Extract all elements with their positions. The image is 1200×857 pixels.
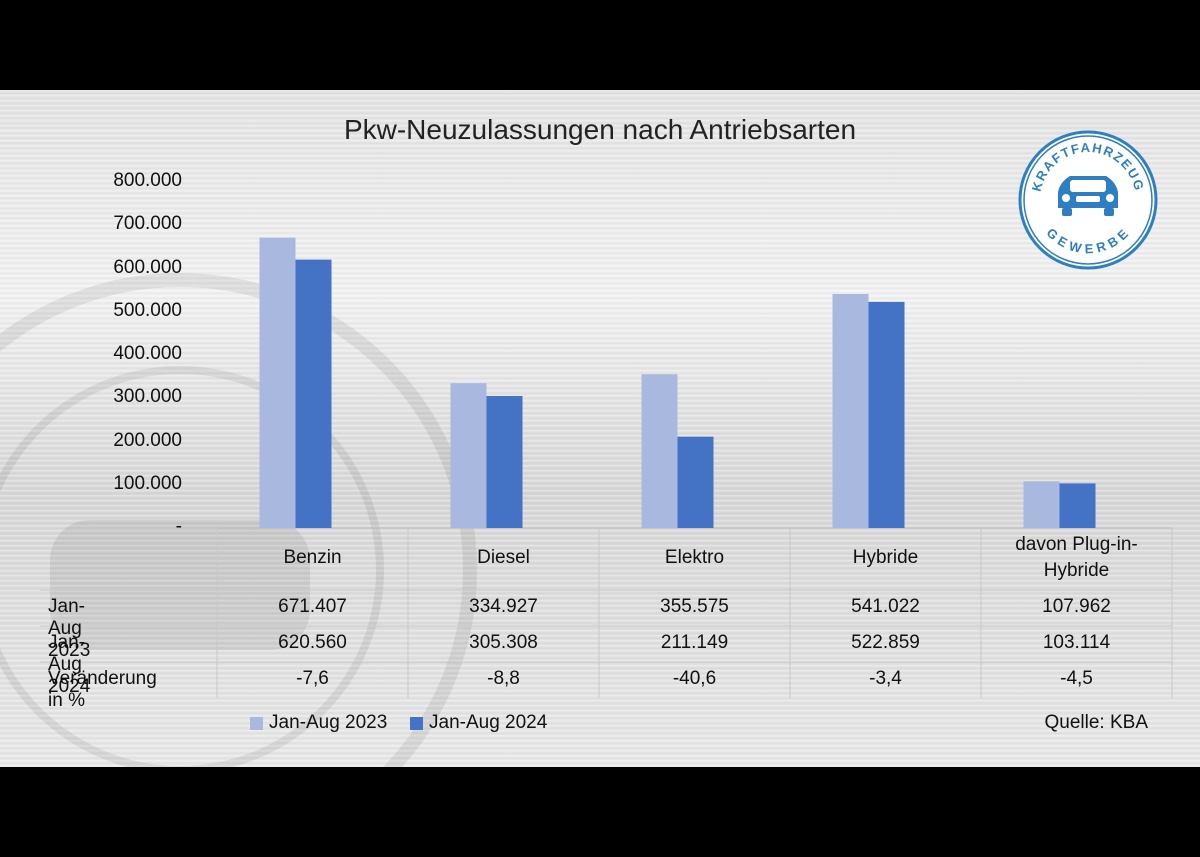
bar-davon-plug-in-hybride-jan-aug-2023 [1023, 481, 1060, 528]
bar-chart [40, 237, 1173, 698]
table-value: 522.859 [851, 632, 920, 653]
y-tick-label: 200.000 [113, 429, 182, 451]
change-value: -3,4 [869, 668, 902, 689]
chart-panel: Pkw-Neuzulassungen nach Antriebsarten - 1… [0, 90, 1200, 767]
table-value: 107.962 [1042, 596, 1111, 617]
watermark-logo [0, 273, 477, 767]
row-label: Veränderung in % [48, 668, 157, 711]
change-value: -40,6 [672, 668, 717, 689]
table-value: 334.927 [469, 596, 538, 617]
kraftfahrzeug-gewerbe-logo: KRAFTFAHRZEUG GEWERBE [1018, 130, 1158, 270]
bar-benzin-jan-aug-2023 [259, 237, 296, 529]
legend-item-2024: Jan-Aug 2024 [410, 712, 547, 734]
table-value: 211.149 [660, 632, 729, 653]
y-tick-label: 400.000 [113, 343, 182, 364]
legend-swatch-2024 [410, 716, 423, 730]
bar-benzin-jan-aug-2024 [295, 259, 332, 528]
table-value: 671.407 [278, 596, 347, 617]
legend-label-2024: Jan-Aug 2024 [429, 712, 548, 733]
y-tick-label: 800.000 [113, 170, 182, 191]
row-label: Jan-Aug 2024 [48, 632, 91, 697]
category-label: Diesel [477, 547, 530, 568]
table-value: 355.575 [660, 596, 729, 617]
source-note: Quelle: KBA [1044, 712, 1149, 733]
bar-hybride-jan-aug-2023 [832, 294, 869, 528]
y-tick-label: 700.000 [113, 213, 182, 235]
table-value: 541.022 [851, 596, 920, 617]
category-label: Elektro [664, 547, 725, 568]
chart-title: Pkw-Neuzulassungen nach Antriebsarten [343, 114, 857, 145]
legend-swatch-2023 [250, 716, 263, 730]
y-tick-label: 600.000 [113, 256, 182, 278]
car-icon [1058, 176, 1118, 216]
bar-hybride-jan-aug-2024 [868, 301, 905, 528]
change-value: -7,6 [296, 668, 329, 689]
bar-elektro-jan-aug-2023 [641, 374, 678, 528]
category-label: davon Plug-in- [1015, 534, 1138, 555]
y-tick-label: 500.000 [113, 299, 182, 321]
y-tick-label: - [175, 516, 182, 537]
legend-item-2023: Jan-Aug 2023 [250, 712, 387, 734]
bar-diesel-jan-aug-2024 [486, 395, 523, 528]
y-tick-label: 300.000 [113, 386, 182, 408]
bar-diesel-jan-aug-2023 [450, 383, 487, 528]
table-value: 305.308 [469, 632, 538, 653]
bar-elektro-jan-aug-2024 [677, 436, 714, 528]
table-value: 620.560 [278, 632, 347, 653]
y-tick-label: 100.000 [113, 472, 182, 494]
category-label: Hybride [852, 547, 919, 568]
legend-label-2023: Jan-Aug 2023 [269, 712, 388, 733]
change-value: -8,8 [487, 668, 520, 689]
category-label: Hybride [1043, 560, 1110, 581]
row-label: Jan-Aug 2023 [48, 596, 91, 661]
change-value: -4,5 [1060, 668, 1093, 689]
bar-davon-plug-in-hybride-jan-aug-2024 [1059, 483, 1096, 528]
table-value: 103.114 [1042, 632, 1111, 653]
category-label: Benzin [283, 547, 342, 568]
